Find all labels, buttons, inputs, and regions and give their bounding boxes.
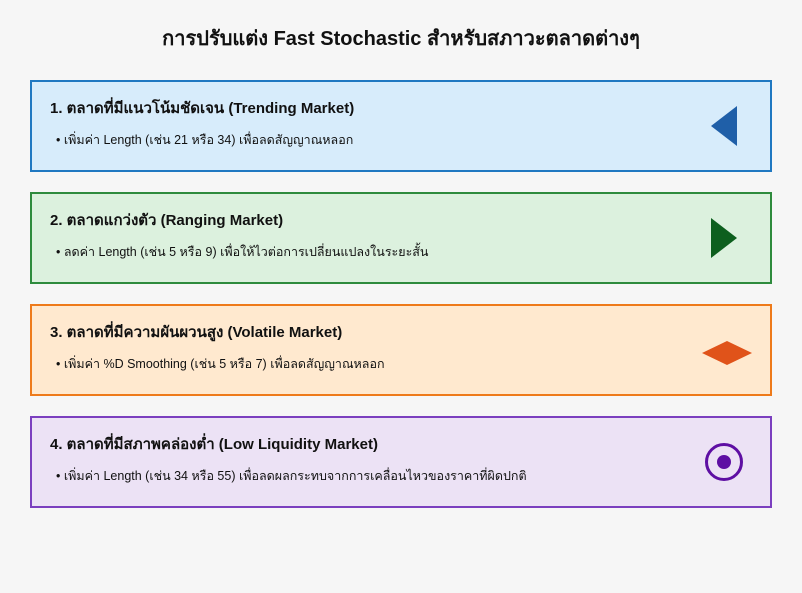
card-heading: 3. ตลาดที่มีความผันผวนสูง (Volatile Mark… — [50, 320, 752, 344]
market-card-2: 2. ตลาดแกว่งตัว (Ranging Market) ลดค่า Le… — [30, 192, 772, 284]
card-heading: 4. ตลาดที่มีสภาพคล่องต่ำ (Low Liquidity … — [50, 432, 752, 456]
triangle-right-icon — [700, 214, 748, 262]
ring-dot-icon — [700, 438, 748, 486]
card-bullet: เพิ่มค่า %D Smoothing (เช่น 5 หรือ 7) เพ… — [50, 354, 752, 374]
card-bullet: เพิ่มค่า Length (เช่น 21 หรือ 34) เพื่อล… — [50, 130, 752, 150]
card-heading: 2. ตลาดแกว่งตัว (Ranging Market) — [50, 208, 752, 232]
diamond-icon — [700, 326, 748, 374]
page-title: การปรับแต่ง Fast Stochastic สำหรับสภาวะต… — [30, 22, 772, 54]
market-card-1: 1. ตลาดที่มีแนวโน้มชัดเจน (Trending Mark… — [30, 80, 772, 172]
card-bullet: เพิ่มค่า Length (เช่น 34 หรือ 55) เพื่อล… — [50, 466, 752, 486]
card-bullet: ลดค่า Length (เช่น 5 หรือ 9) เพื่อให้ไวต… — [50, 242, 752, 262]
market-card-4: 4. ตลาดที่มีสภาพคล่องต่ำ (Low Liquidity … — [30, 416, 772, 508]
cards-container: 1. ตลาดที่มีแนวโน้มชัดเจน (Trending Mark… — [30, 80, 772, 508]
triangle-left-icon — [700, 102, 748, 150]
card-heading: 1. ตลาดที่มีแนวโน้มชัดเจน (Trending Mark… — [50, 96, 752, 120]
market-card-3: 3. ตลาดที่มีความผันผวนสูง (Volatile Mark… — [30, 304, 772, 396]
